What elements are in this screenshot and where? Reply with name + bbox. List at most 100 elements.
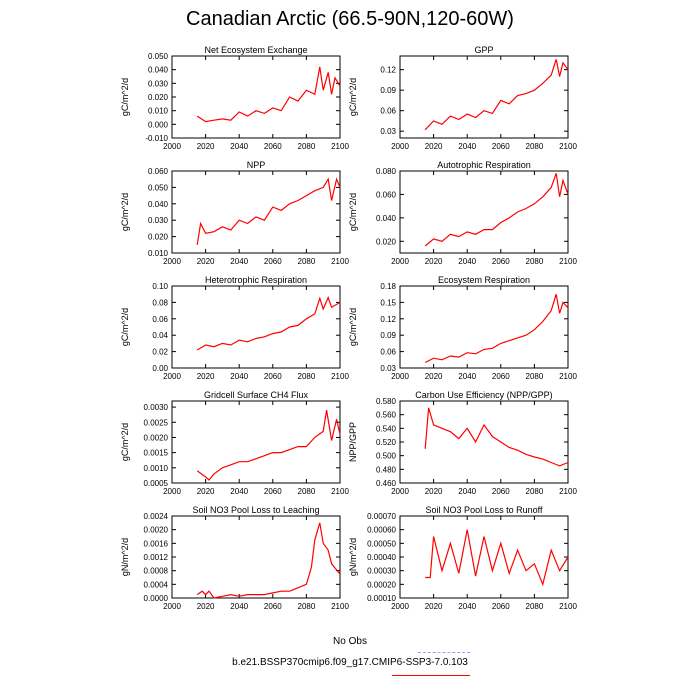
x-tick-label: 2040 <box>230 142 248 151</box>
y-tick-label: 0.030 <box>148 216 169 225</box>
x-tick-label: 2080 <box>298 602 316 611</box>
x-tick-label: 2100 <box>559 487 577 496</box>
y-tick-label: 0.00060 <box>367 526 396 535</box>
y-tick-label: 0.0010 <box>144 464 169 473</box>
panel-title: Autotrophic Respiration <box>437 160 531 170</box>
series-line <box>196 177 341 245</box>
y-tick-label: 0.010 <box>148 249 169 258</box>
y-tick-label: 0.040 <box>148 200 169 209</box>
x-tick-label: 2040 <box>230 602 248 611</box>
x-tick-label: 2000 <box>163 142 181 151</box>
y-tick-label: 0.06 <box>380 107 396 116</box>
y-tick-label: 0.020 <box>376 237 397 246</box>
panel-title: Gridcell Surface CH4 Flux <box>204 390 309 400</box>
y-tick-label: 0.00050 <box>367 539 396 548</box>
x-tick-label: 2060 <box>492 142 510 151</box>
x-tick-label: 2020 <box>197 487 215 496</box>
x-tick-label: 2060 <box>492 602 510 611</box>
panel-title: Net Ecosystem Exchange <box>204 45 307 55</box>
series-line <box>196 522 341 599</box>
y-tick-label: 0.00020 <box>367 580 396 589</box>
y-tick-label: 0.050 <box>148 52 169 61</box>
y-tick-label: 0.03 <box>380 127 396 136</box>
y-tick-label: 0.520 <box>376 438 397 447</box>
y-tick-label: 0.09 <box>380 331 396 340</box>
panel-title: GPP <box>474 45 493 55</box>
legend-obs-line <box>418 652 470 653</box>
panel-title: Ecosystem Respiration <box>438 275 530 285</box>
y-tick-label: 0.06 <box>152 315 168 324</box>
x-tick-label: 2100 <box>331 487 349 496</box>
y-tick-label: 0.030 <box>148 79 169 88</box>
x-tick-label: 2000 <box>391 372 409 381</box>
x-tick-label: 2040 <box>458 602 476 611</box>
chart-panel: Net Ecosystem Exchange gC/m^2/d 2000 2020 20… <box>120 45 349 151</box>
x-tick-label: 2040 <box>458 142 476 151</box>
x-tick-label: 2100 <box>559 372 577 381</box>
plot-frame <box>171 515 341 599</box>
x-tick-label: 2100 <box>331 602 349 611</box>
chart-panel: NPP gC/m^2/d 2000 2020 2040 2060 2080 2100 0.010… <box>120 160 349 266</box>
series-line <box>425 529 569 587</box>
y-tick-label: 0.06 <box>380 348 396 357</box>
x-tick-label: 2040 <box>230 257 248 266</box>
y-tick-label: 0.0004 <box>144 580 169 589</box>
x-tick-label: 2020 <box>425 602 443 611</box>
x-tick-label: 2080 <box>526 487 544 496</box>
y-tick-label: 0.040 <box>148 66 169 75</box>
y-tick-label: 0.010 <box>148 107 169 116</box>
panel-title: NPP <box>247 160 266 170</box>
y-tick-label: 0.480 <box>376 465 397 474</box>
y-axis-label: gC/m^2/d <box>120 193 130 231</box>
y-tick-label: 0.0020 <box>144 433 169 442</box>
plot-frame <box>171 170 341 254</box>
y-tick-label: 0.00070 <box>367 512 396 521</box>
x-tick-label: 2060 <box>264 372 282 381</box>
x-tick-label: 2100 <box>331 372 349 381</box>
y-tick-label: 0.0015 <box>144 449 169 458</box>
x-tick-label: 2100 <box>559 142 577 151</box>
chart-panel: Gridcell Surface CH4 Flux gC/m^2/d 2000 202… <box>120 390 349 496</box>
panel-title: Heterotrophic Respiration <box>205 275 307 285</box>
x-tick-label: 2080 <box>298 372 316 381</box>
x-tick-label: 2100 <box>331 257 349 266</box>
y-tick-label: 0.000 <box>148 120 169 129</box>
x-tick-label: 2000 <box>163 257 181 266</box>
series-line <box>424 59 569 131</box>
x-tick-label: 2080 <box>298 257 316 266</box>
y-tick-label: 0.580 <box>376 397 397 406</box>
figure-title: Canadian Arctic (66.5-90N,120-60W) <box>186 8 514 30</box>
y-tick-label: -0.010 <box>145 134 168 143</box>
y-tick-label: 0.00030 <box>367 567 396 576</box>
x-tick-label: 2020 <box>425 257 443 266</box>
x-tick-label: 2000 <box>163 372 181 381</box>
y-axis-label: gC/m^2/d <box>348 193 358 231</box>
y-axis-label: gN/m^2/d <box>120 538 130 576</box>
x-tick-label: 2080 <box>526 372 544 381</box>
chart-panel: Heterotrophic Respiration gC/m^2/d 2000 202… <box>120 275 349 381</box>
plot-frame <box>171 55 341 139</box>
y-tick-label: 0.0008 <box>144 567 169 576</box>
x-tick-label: 2060 <box>264 257 282 266</box>
y-tick-label: 0.0000 <box>144 594 169 603</box>
x-tick-label: 2000 <box>391 487 409 496</box>
plot-frame <box>399 285 569 369</box>
y-tick-label: 0.02 <box>152 348 168 357</box>
x-tick-label: 2100 <box>559 602 577 611</box>
y-axis-label: gC/m^2/d <box>348 308 358 346</box>
y-tick-label: 0.060 <box>148 167 169 176</box>
y-tick-label: 0.00 <box>152 364 168 373</box>
y-tick-label: 0.0020 <box>144 526 169 535</box>
x-tick-label: 2080 <box>526 257 544 266</box>
y-tick-label: 0.10 <box>152 282 168 291</box>
y-tick-label: 0.00040 <box>367 553 396 562</box>
x-tick-label: 2040 <box>230 372 248 381</box>
legend-obs-label: No Obs <box>333 636 367 647</box>
x-tick-label: 2060 <box>492 257 510 266</box>
x-tick-label: 2020 <box>425 372 443 381</box>
x-tick-label: 2080 <box>298 142 316 151</box>
x-tick-label: 2000 <box>391 602 409 611</box>
x-tick-label: 2020 <box>197 372 215 381</box>
y-tick-label: 0.09 <box>380 86 396 95</box>
